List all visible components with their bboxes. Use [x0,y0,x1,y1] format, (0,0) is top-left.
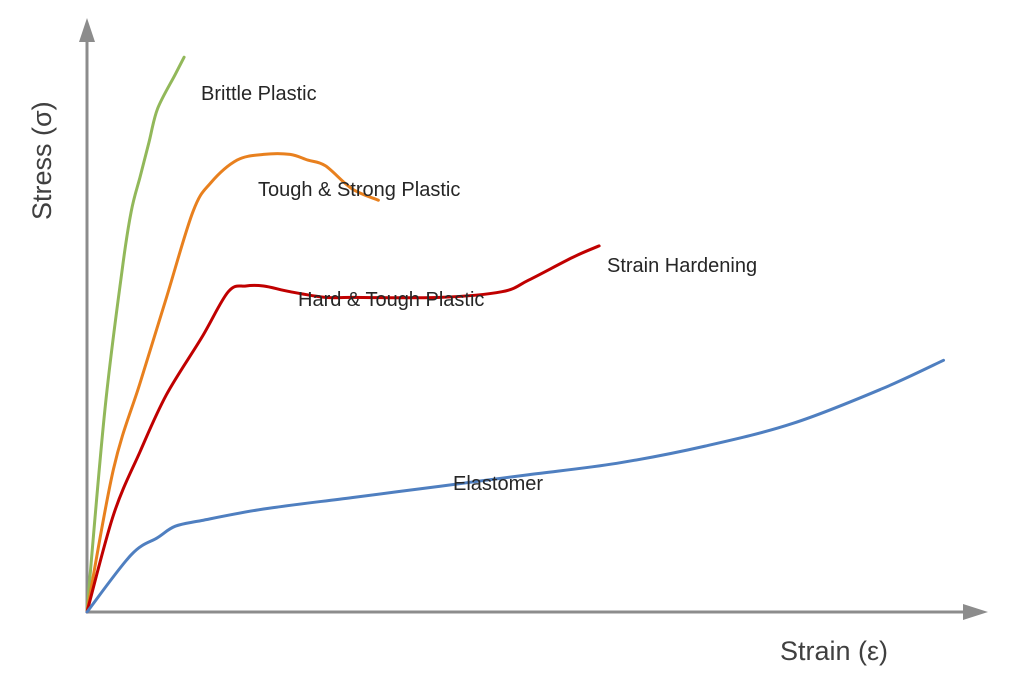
series-line-elastomer [85,358,945,614]
series-line-brittle-plastic [85,55,186,614]
x-axis-arrowhead [963,604,988,620]
annotation-layer: Brittle Plastic Tough & Strong Plastic H… [201,83,757,495]
series-line-hard-tough-plastic [85,244,601,614]
series-layer [85,55,945,614]
axes [79,18,988,620]
label-hard-tough-plastic: Hard & Tough Plastic [298,289,484,311]
label-brittle-plastic: Brittle Plastic [201,83,317,105]
y-axis-label: Stress (σ) [27,101,57,220]
y-axis-arrowhead [79,18,95,42]
label-tough-strong-plastic: Tough & Strong Plastic [258,179,460,201]
label-strain-hardening: Strain Hardening [607,255,757,277]
label-elastomer: Elastomer [453,473,543,495]
series-line-tough-strong-plastic [85,152,380,614]
x-axis-label: Strain (ε) [780,636,888,666]
